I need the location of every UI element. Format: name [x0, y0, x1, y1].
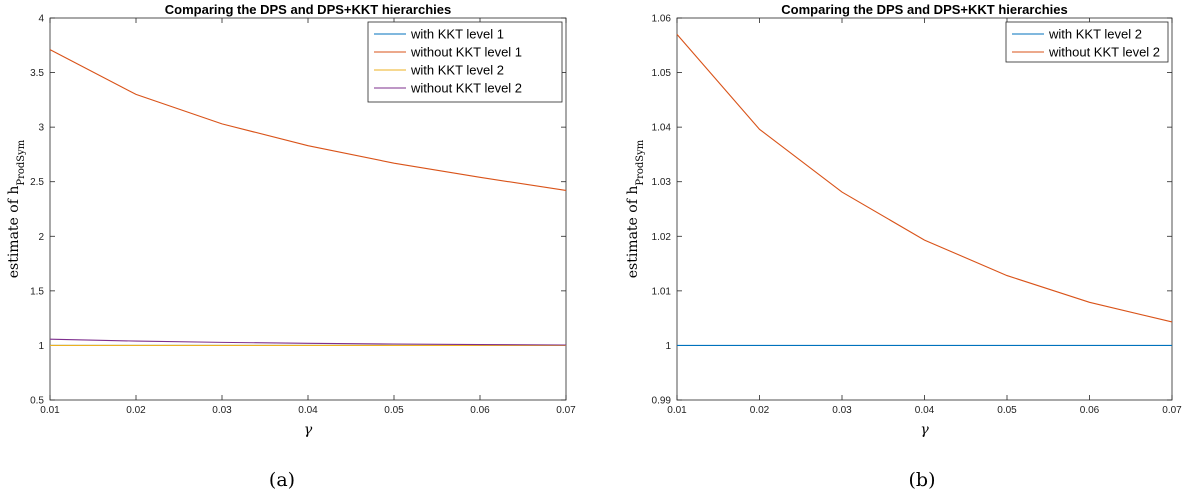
y-tick-label: 1.5	[30, 286, 44, 297]
y-tick-label: 4	[38, 14, 44, 25]
x-tick-label: 0.03	[832, 405, 852, 416]
chart-title: Comparing the DPS and DPS+KKT hierarchie…	[781, 2, 1067, 17]
y-tick-label: 1.02	[652, 232, 672, 243]
x-tick-label: 0.05	[384, 405, 404, 416]
x-tick-label: 0.01	[667, 405, 687, 416]
chart-panel-a: Comparing the DPS and DPS+KKT hierarchie…	[6, 2, 576, 491]
x-tick-label: 0.05	[997, 405, 1017, 416]
x-axis-label: γ	[920, 422, 929, 438]
y-tick-label: 0.5	[30, 396, 44, 407]
x-tick-label: 0.02	[750, 405, 770, 416]
y-tick-label: 3.5	[30, 68, 44, 79]
y-axis-label: estimate of hProdSym	[625, 139, 646, 278]
y-tick-label: 2.5	[30, 177, 44, 188]
x-tick-label: 0.07	[1162, 405, 1182, 416]
y-axis-label-subscript: ProdSym	[16, 139, 27, 185]
series-line-2	[49, 49, 567, 191]
chart-panel-b: Comparing the DPS and DPS+KKT hierarchie…	[625, 2, 1182, 491]
x-tick-label: 0.04	[915, 405, 935, 416]
x-tick-label: 0.02	[126, 405, 146, 416]
x-tick-label: 0.03	[212, 405, 232, 416]
y-axis-label-main: estimate of h	[625, 186, 641, 279]
legend-label: without KKT level 1	[410, 45, 522, 60]
legend-label: with KKT level 2	[1048, 27, 1142, 42]
legend-label: with KKT level 1	[410, 27, 504, 42]
legend-label: with KKT level 2	[410, 63, 504, 78]
x-tick-label: 0.04	[298, 405, 318, 416]
y-tick-label: 1.06	[652, 14, 672, 25]
y-tick-label: 1.05	[652, 68, 672, 79]
y-tick-label: 1.03	[652, 177, 672, 188]
plot-area	[676, 17, 1173, 401]
y-axis-label-main: estimate of h	[6, 186, 22, 279]
x-tick-label: 0.01	[40, 405, 60, 416]
y-tick-label: 3	[38, 123, 44, 134]
legend-label: without KKT level 2	[410, 81, 522, 96]
y-tick-label: 0.99	[652, 396, 672, 407]
y-tick-label: 1	[38, 341, 44, 352]
y-tick-label: 2	[38, 232, 44, 243]
chart-title: Comparing the DPS and DPS+KKT hierarchie…	[165, 2, 451, 17]
y-tick-label: 1	[665, 341, 671, 352]
x-tick-label: 0.06	[470, 405, 490, 416]
legend-box	[1005, 21, 1169, 63]
y-axis-label: estimate of hProdSym	[6, 139, 27, 278]
x-axis-label: γ	[304, 422, 313, 438]
x-tick-label: 0.06	[1080, 405, 1100, 416]
legend-box	[367, 21, 563, 103]
y-axis-label-subscript: ProdSym	[635, 139, 646, 185]
series-line-2	[676, 34, 1173, 323]
y-tick-label: 1.04	[652, 123, 672, 134]
x-tick-label: 0.07	[556, 405, 576, 416]
legend-label: without KKT level 2	[1048, 45, 1160, 60]
series-line-4	[49, 338, 567, 346]
panel-caption: (a)	[269, 469, 295, 491]
panel-caption: (b)	[909, 469, 936, 491]
y-tick-label: 1.01	[652, 286, 672, 297]
